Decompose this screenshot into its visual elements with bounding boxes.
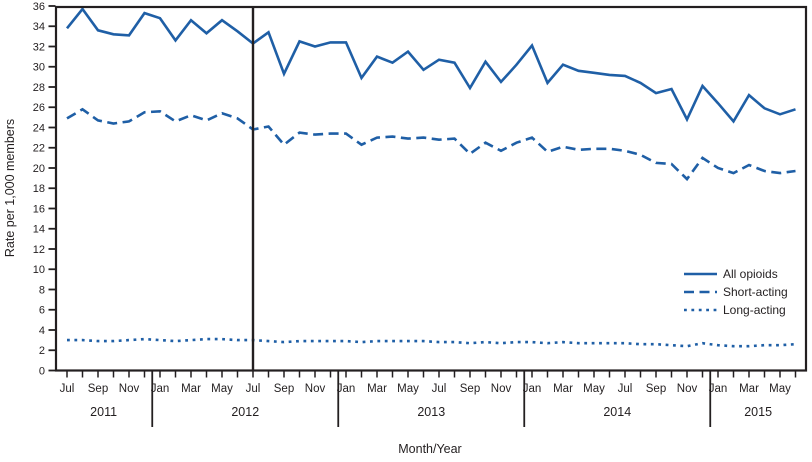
month-tick-label: May [397,383,419,395]
y-tick-label: 12 [33,244,45,256]
y-tick-label: 22 [33,143,45,155]
legend: All opioids Short-acting Long-acting [684,267,788,317]
month-tick-label: Jul [432,383,447,395]
month-tick-label: May [583,383,605,395]
month-tick-label: Mar [553,383,573,395]
y-tick-label: 0 [39,365,45,377]
year-label: 2012 [231,405,259,419]
month-tick-label: May [769,383,791,395]
y-tick-label: 34 [33,21,45,33]
series-long-acting-line [67,337,796,348]
month-tick-label: Jul [246,383,261,395]
legend-item-label: All opioids [723,267,778,281]
y-tick-label: 18 [33,183,45,195]
month-tick-label: Sep [274,383,294,395]
month-tick-label: Nov [491,383,512,395]
y-axis-title: Rate per 1,000 members [3,119,17,257]
y-tick-label: 6 [39,305,45,317]
plot-border [54,5,808,372]
year-label: 2014 [603,405,631,419]
year-label: 2011 [90,405,117,419]
y-tick-label: 2 [39,345,45,357]
year-label: 2013 [417,405,445,419]
month-tick-label: Jan [709,383,728,395]
month-tick-label: Jan [523,383,542,395]
x-axis-ticks: Jul Sep Nov Jan Mar May Jul Sep Nov Jan Mar May Jul S… [60,371,797,395]
legend-item-label: Short-acting [723,285,788,299]
month-tick-label: Nov [677,383,698,395]
y-tick-label: 24 [33,122,45,134]
series-all-opioids-line [65,6,796,124]
y-tick-label: 8 [39,284,45,296]
y-tick-label: 30 [33,62,45,74]
y-tick-label: 16 [33,203,45,215]
month-tick-label: Mar [367,383,387,395]
x-axis-title: Month/Year [398,442,461,456]
month-tick-label: Mar [739,383,759,395]
month-tick-label: Nov [305,383,326,395]
month-tick-label: May [211,383,233,395]
y-tick-label: 32 [33,41,45,53]
month-tick-label: Nov [119,383,140,395]
month-tick-label: Jan [151,383,170,395]
year-separators: 2011 2012 2013 2014 2015 [90,371,772,427]
y-tick-label: 28 [33,82,45,94]
month-tick-label: Jul [618,383,633,395]
month-tick-label: Jul [60,383,75,395]
year-label: 2015 [744,405,772,419]
month-tick-label: Sep [460,383,480,395]
y-tick-label: 26 [33,102,45,114]
month-tick-label: Sep [646,383,666,395]
y-tick-label: 36 [33,1,45,13]
y-tick-label: 10 [33,264,45,276]
y-tick-label: 14 [33,224,45,236]
legend-item-label: Long-acting [723,303,786,317]
month-tick-label: Jan [337,383,356,395]
y-tick-label: 20 [33,163,45,175]
month-tick-label: Mar [181,383,201,395]
y-tick-label: 4 [39,325,45,337]
month-tick-label: Sep [88,383,108,395]
data-series [65,6,796,348]
series-short-acting-line [66,107,796,182]
